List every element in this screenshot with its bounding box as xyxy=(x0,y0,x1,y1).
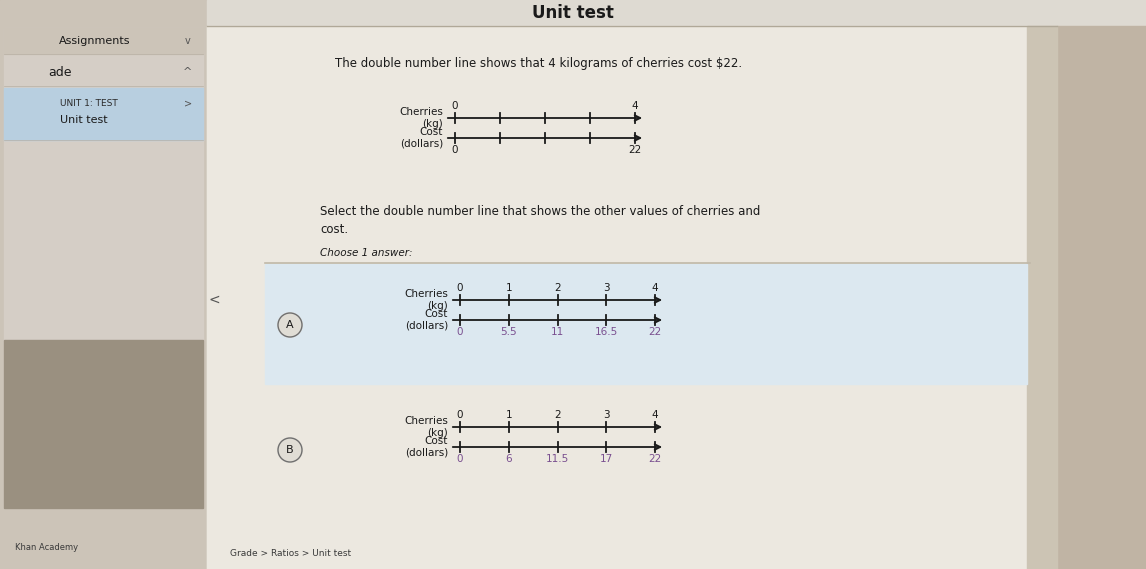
Text: ^: ^ xyxy=(183,67,193,77)
Text: 22: 22 xyxy=(628,145,642,155)
Text: 0: 0 xyxy=(457,410,463,420)
Text: Select the double number line that shows the other values of cherries and
cost.: Select the double number line that shows… xyxy=(320,205,761,236)
Text: Cherries
(kg): Cherries (kg) xyxy=(405,290,448,311)
Text: 0: 0 xyxy=(457,327,463,337)
Bar xyxy=(3,28,203,508)
Text: 0: 0 xyxy=(452,145,458,155)
Text: 3: 3 xyxy=(603,410,610,420)
Text: Cherries
(kg): Cherries (kg) xyxy=(405,417,448,438)
Text: Cost
(dollars): Cost (dollars) xyxy=(400,127,444,149)
Text: 0: 0 xyxy=(452,101,458,111)
Text: 11.5: 11.5 xyxy=(545,454,570,464)
Text: >: > xyxy=(185,98,193,108)
Text: 2: 2 xyxy=(555,283,560,293)
Text: 4: 4 xyxy=(652,410,658,420)
Bar xyxy=(1027,26,1057,569)
Bar xyxy=(207,0,1146,26)
Text: Cost
(dollars): Cost (dollars) xyxy=(405,436,448,457)
Text: 11: 11 xyxy=(551,327,564,337)
Bar xyxy=(1057,26,1146,569)
Text: ade: ade xyxy=(48,65,72,79)
Text: 6: 6 xyxy=(505,454,512,464)
Bar xyxy=(207,26,1057,569)
Circle shape xyxy=(278,438,303,462)
Circle shape xyxy=(278,313,303,337)
Text: 1: 1 xyxy=(505,410,512,420)
Text: 16.5: 16.5 xyxy=(595,327,618,337)
Text: 0: 0 xyxy=(457,454,463,464)
Text: UNIT 1: TEST: UNIT 1: TEST xyxy=(60,98,118,108)
Text: 17: 17 xyxy=(599,454,613,464)
Text: Assignments: Assignments xyxy=(60,36,131,46)
Text: A: A xyxy=(286,320,293,330)
Text: Choose 1 answer:: Choose 1 answer: xyxy=(320,248,413,258)
Text: B: B xyxy=(286,445,293,455)
Text: 4: 4 xyxy=(631,101,638,111)
Text: 5.5: 5.5 xyxy=(501,327,517,337)
Text: Unit test: Unit test xyxy=(532,4,614,22)
Text: <: < xyxy=(209,293,220,307)
Text: 2: 2 xyxy=(555,410,560,420)
Text: 22: 22 xyxy=(649,454,661,464)
Text: 3: 3 xyxy=(603,283,610,293)
Bar xyxy=(265,264,1027,384)
Text: 4: 4 xyxy=(652,283,658,293)
Bar xyxy=(3,28,203,54)
Text: 0: 0 xyxy=(457,283,463,293)
Bar xyxy=(3,340,203,508)
Text: 22: 22 xyxy=(649,327,661,337)
Text: Unit test: Unit test xyxy=(60,115,108,125)
Text: 1: 1 xyxy=(505,283,512,293)
Bar xyxy=(207,26,1027,569)
Text: The double number line shows that 4 kilograms of cherries cost $22.: The double number line shows that 4 kilo… xyxy=(335,56,743,69)
Text: Cherries
(kg): Cherries (kg) xyxy=(399,108,444,129)
Text: Khan Academy: Khan Academy xyxy=(15,543,78,552)
Text: Grade > Ratios > Unit test: Grade > Ratios > Unit test xyxy=(230,550,351,559)
Text: v: v xyxy=(186,36,191,46)
Bar xyxy=(0,0,207,569)
Bar xyxy=(3,88,203,140)
Text: Cost
(dollars): Cost (dollars) xyxy=(405,310,448,331)
